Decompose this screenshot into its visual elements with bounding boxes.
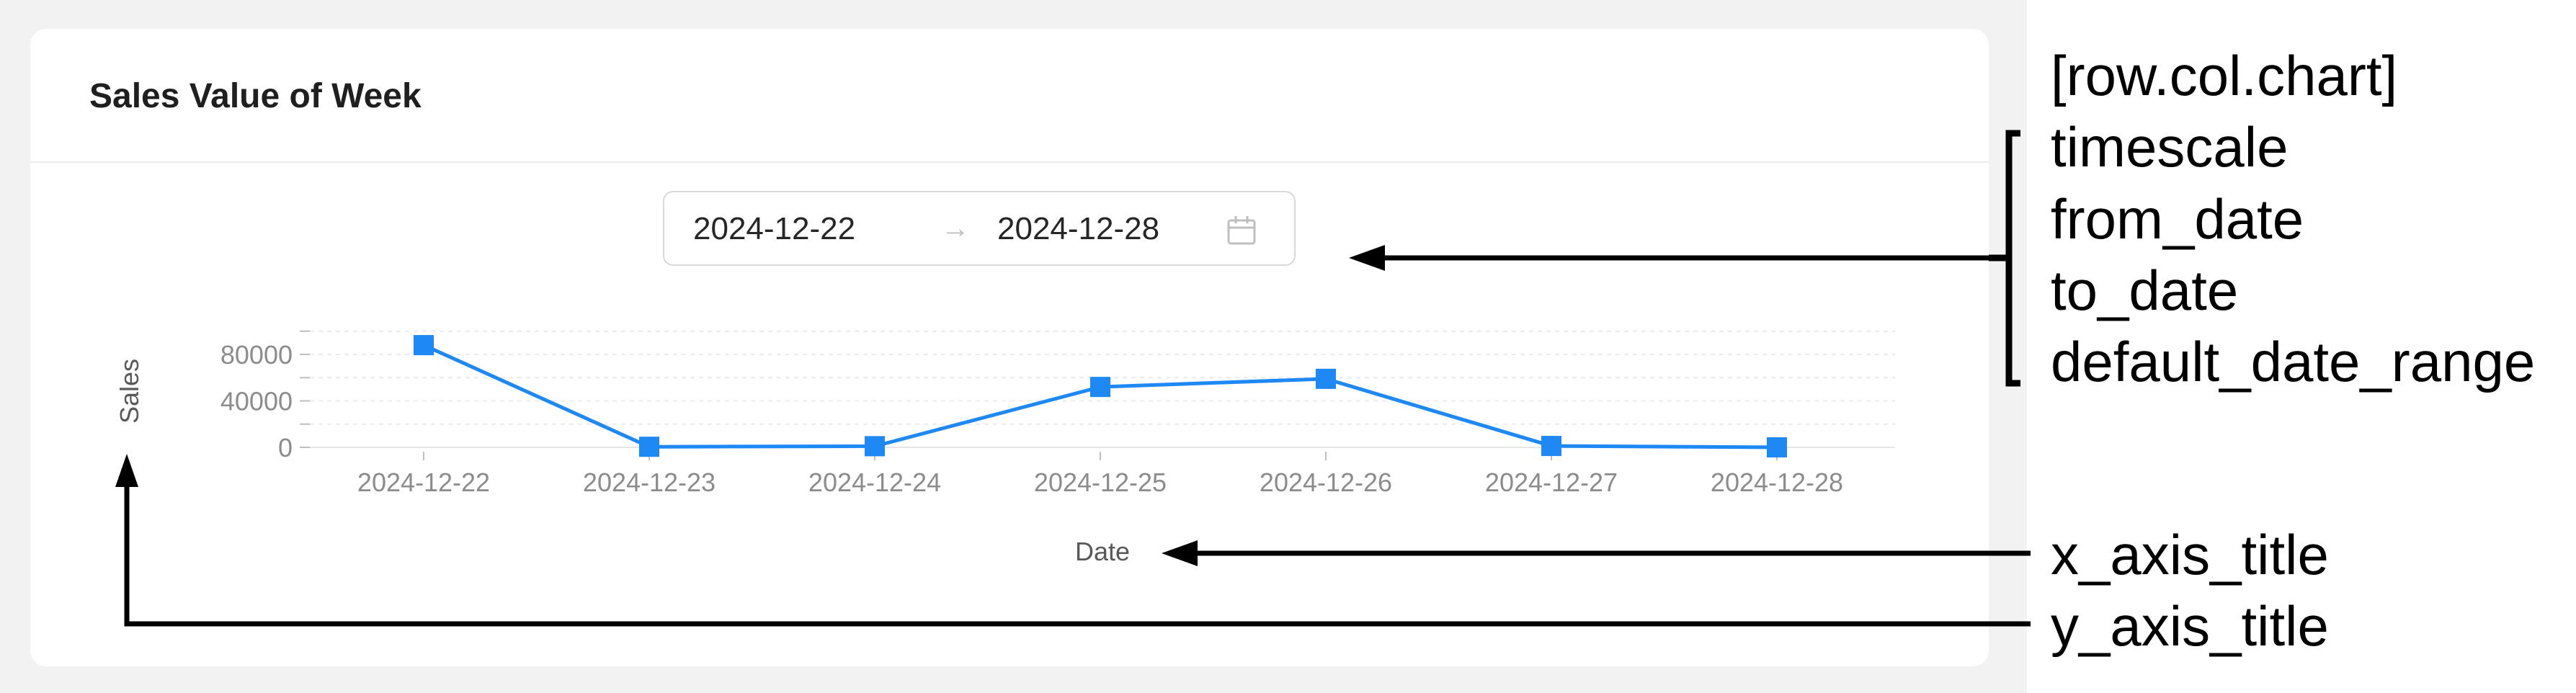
x-tick-label: 2024-12-22 (357, 468, 490, 497)
from-date-input[interactable]: 2024-12-22 (693, 211, 856, 246)
data-point[interactable] (1090, 377, 1110, 398)
annotation-row-col-chart: [row.col.chart] (2051, 44, 2398, 107)
y-tick-label: 0 (278, 433, 293, 462)
data-point[interactable] (414, 335, 434, 356)
card-header: Sales Value of Week (30, 29, 1989, 163)
sales-line-chart: 80000 40000 0 2024-12-22 2024-12-23 2024-12-… (115, 330, 1895, 566)
x-tick-label: 2024-12-25 (1034, 468, 1167, 497)
data-point[interactable] (1767, 437, 1787, 457)
y-axis-title-arrow (124, 475, 2031, 627)
annotation-to-date: to_date (2051, 259, 2239, 322)
data-point[interactable] (1541, 436, 1561, 457)
date-picker-arrowhead (1349, 245, 1385, 271)
annotation-y-axis-title: y_axis_title (2051, 594, 2329, 658)
x-tick-label: 2024-12-27 (1485, 468, 1618, 497)
card-title: Sales Value of Week (89, 77, 422, 115)
y-axis-title-arrowhead (115, 454, 138, 487)
x-axis-title-arrowhead (1162, 540, 1198, 566)
x-tick-label: 2024-12-28 (1711, 468, 1843, 497)
annotation-from-date: from_date (2051, 187, 2304, 251)
chart-card: Sales Value of Week (30, 29, 1989, 666)
data-point[interactable] (1316, 368, 1336, 389)
date-range-picker[interactable]: 2024-12-22 → 2024-12-28 (663, 191, 1296, 266)
field-bracket (2005, 130, 2020, 387)
annotation-default-date-range: default_date_range (2051, 330, 2536, 393)
data-point[interactable] (865, 436, 885, 457)
annotation-timescale: timescale (2051, 115, 2288, 179)
data-point[interactable] (639, 437, 659, 457)
x-tick-label: 2024-12-26 (1260, 468, 1392, 497)
calendar-icon[interactable] (1225, 214, 1258, 247)
x-tick-label: 2024-12-24 (808, 468, 941, 497)
y-axis-title: Sales (115, 359, 144, 424)
to-date-input[interactable]: 2024-12-28 (997, 211, 1160, 246)
range-separator-icon: → (941, 213, 970, 244)
x-tick-label: 2024-12-23 (583, 468, 716, 497)
annotation-x-axis-title: x_axis_title (2051, 523, 2329, 586)
y-tick-label: 80000 (220, 340, 293, 370)
y-tick-label: 40000 (220, 387, 293, 416)
x-axis-title: Date (1075, 537, 1130, 566)
